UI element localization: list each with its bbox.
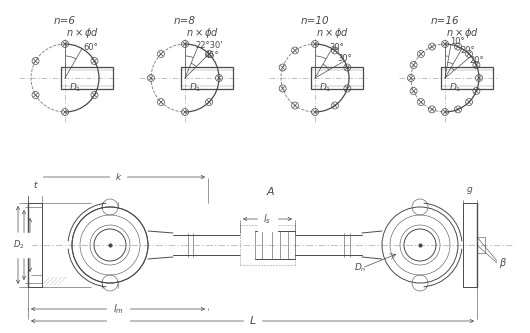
Text: D: D	[5, 240, 13, 250]
Text: $n\times\phi d$: $n\times\phi d$	[186, 26, 218, 40]
Bar	[311, 67, 363, 89]
Text: $D_1$: $D_1$	[189, 81, 201, 94]
Bar	[181, 67, 233, 89]
Text: $n\times\phi d$: $n\times\phi d$	[315, 26, 348, 40]
Text: g: g	[467, 184, 473, 193]
Text: n=10: n=10	[301, 16, 329, 26]
Text: $D_1$: $D_1$	[6, 239, 19, 251]
Text: $D_1$: $D_1$	[449, 81, 462, 94]
Text: $D_2$: $D_2$	[13, 239, 25, 251]
Text: $D_1$: $D_1$	[69, 81, 82, 94]
Text: 10°: 10°	[450, 37, 465, 46]
Text: A: A	[266, 187, 274, 197]
Text: t: t	[33, 180, 37, 189]
Text: 60°: 60°	[83, 43, 98, 52]
Text: $\beta$: $\beta$	[499, 256, 507, 270]
Text: 20°: 20°	[460, 46, 475, 55]
Text: 20°: 20°	[469, 56, 483, 65]
Text: $l_s$: $l_s$	[263, 212, 271, 226]
Text: 30°: 30°	[329, 43, 344, 52]
Text: 30°: 30°	[337, 54, 352, 63]
Text: 22°30': 22°30'	[195, 41, 223, 50]
Text: 45°: 45°	[205, 51, 219, 60]
Text: $n\times\phi d$: $n\times\phi d$	[66, 26, 99, 40]
Text: L: L	[250, 316, 255, 326]
Text: n=8: n=8	[174, 16, 196, 26]
Bar	[61, 67, 113, 89]
Text: $n\times\phi d$: $n\times\phi d$	[446, 26, 479, 40]
Text: $D_1$: $D_1$	[319, 81, 331, 94]
Text: n=16: n=16	[431, 16, 460, 26]
Text: k: k	[116, 172, 121, 181]
Text: n=6: n=6	[54, 16, 76, 26]
Text: $l_m$: $l_m$	[112, 302, 123, 316]
Text: $D_n$: $D_n$	[354, 262, 367, 274]
Bar	[441, 67, 493, 89]
